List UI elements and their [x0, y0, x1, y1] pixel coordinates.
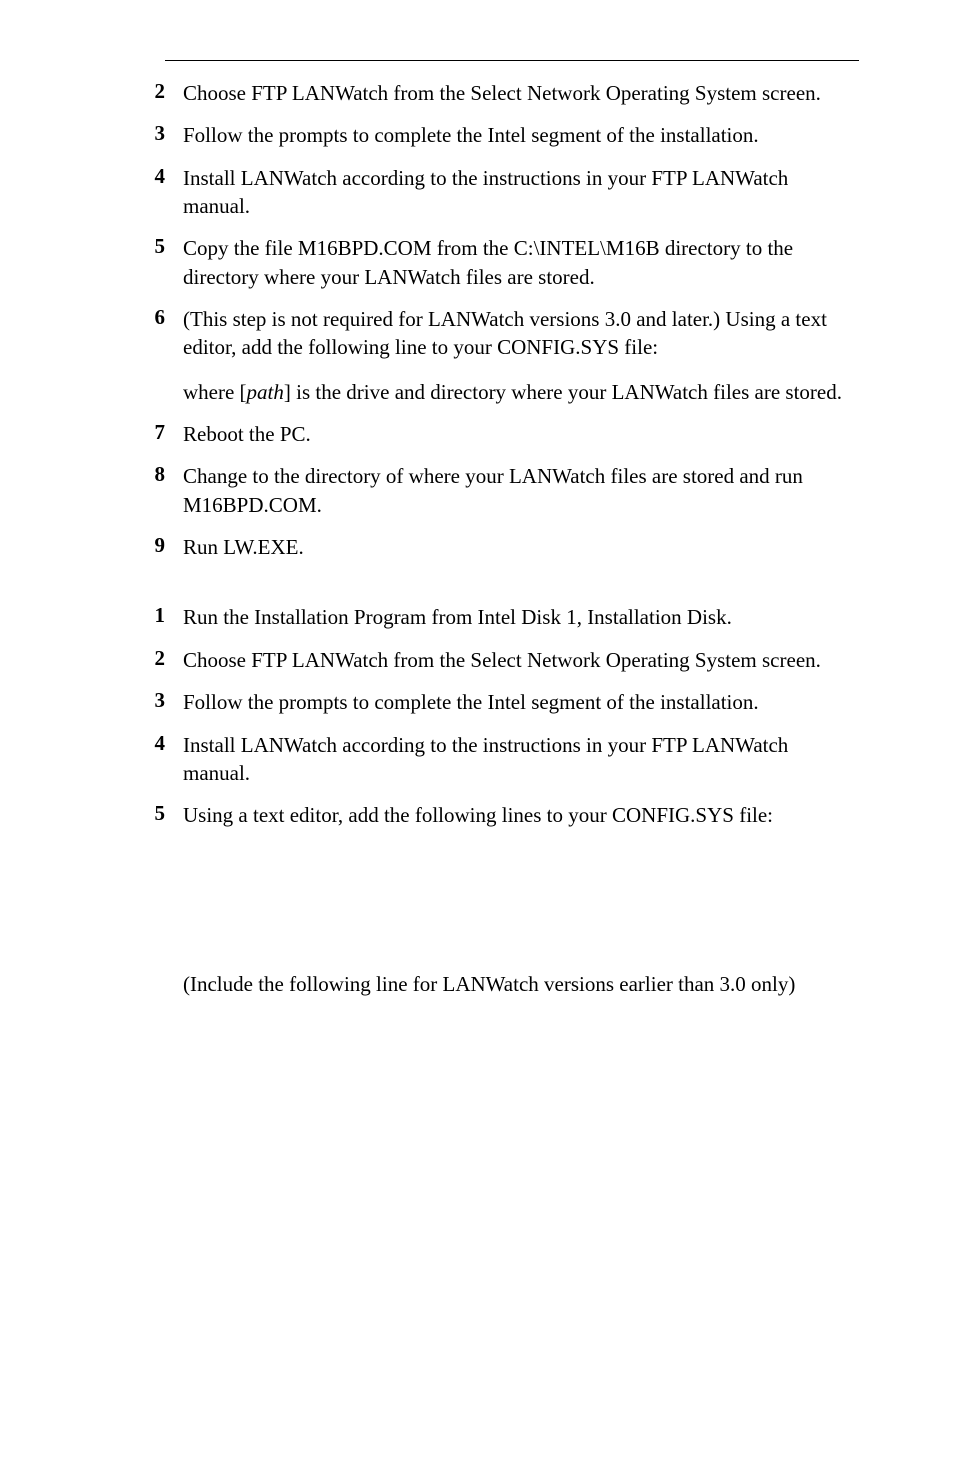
list-item: 9 Run LW.EXE. [95, 533, 859, 561]
step-text: (This step is not required for LANWatch … [183, 305, 859, 362]
step-text: Using a text editor, add the following l… [183, 801, 859, 829]
step-number: 3 [95, 121, 183, 149]
steps-list-a: 2 Choose FTP LANWatch from the Select Ne… [95, 79, 859, 362]
step-number: 8 [95, 462, 183, 519]
step-number: 5 [95, 234, 183, 291]
step-number: 2 [95, 79, 183, 107]
step-text: Install LANWatch according to the instru… [183, 731, 859, 788]
text-post: ] is the drive and directory where your … [284, 380, 842, 404]
list-item: 5 Copy the file M16BPD.COM from the C:\I… [95, 234, 859, 291]
step-text: Follow the prompts to complete the Intel… [183, 121, 859, 149]
step-number: 4 [95, 164, 183, 221]
step-text: Choose FTP LANWatch from the Select Netw… [183, 79, 859, 107]
step-number: 6 [95, 305, 183, 362]
step-text: Run the Installation Program from Intel … [183, 603, 859, 631]
text-pre: where [ [183, 380, 247, 404]
list-item: 2 Choose FTP LANWatch from the Select Ne… [95, 79, 859, 107]
horizontal-rule [165, 60, 859, 61]
steps-list-b: 1 Run the Installation Program from Inte… [95, 603, 859, 829]
list-item: 4 Install LANWatch according to the inst… [95, 731, 859, 788]
step-number: 7 [95, 420, 183, 448]
text-italic-path: path [247, 380, 284, 404]
step-number: 3 [95, 688, 183, 716]
paragraph-include-note: (Include the following line for LANWatch… [183, 970, 859, 998]
paragraph-path-note: where [path] is the drive and directory … [183, 378, 859, 406]
step-text: Run LW.EXE. [183, 533, 859, 561]
list-item: 3 Follow the prompts to complete the Int… [95, 121, 859, 149]
list-item: 7 Reboot the PC. [95, 420, 859, 448]
step-text: Choose FTP LANWatch from the Select Netw… [183, 646, 859, 674]
step-number: 4 [95, 731, 183, 788]
step-number: 2 [95, 646, 183, 674]
step-text: Change to the directory of where your LA… [183, 462, 859, 519]
list-item: 2 Choose FTP LANWatch from the Select Ne… [95, 646, 859, 674]
list-item: 1 Run the Installation Program from Inte… [95, 603, 859, 631]
list-item: 8 Change to the directory of where your … [95, 462, 859, 519]
steps-list-a2: 7 Reboot the PC. 8 Change to the directo… [95, 420, 859, 561]
step-number: 1 [95, 603, 183, 631]
list-item: 6 (This step is not required for LANWatc… [95, 305, 859, 362]
step-number: 5 [95, 801, 183, 829]
list-item: 3 Follow the prompts to complete the Int… [95, 688, 859, 716]
list-item: 4 Install LANWatch according to the inst… [95, 164, 859, 221]
step-number: 9 [95, 533, 183, 561]
list-item: 5 Using a text editor, add the following… [95, 801, 859, 829]
step-text: Follow the prompts to complete the Intel… [183, 688, 859, 716]
step-text: Reboot the PC. [183, 420, 859, 448]
step-text: Install LANWatch according to the instru… [183, 164, 859, 221]
step-text: Copy the file M16BPD.COM from the C:\INT… [183, 234, 859, 291]
